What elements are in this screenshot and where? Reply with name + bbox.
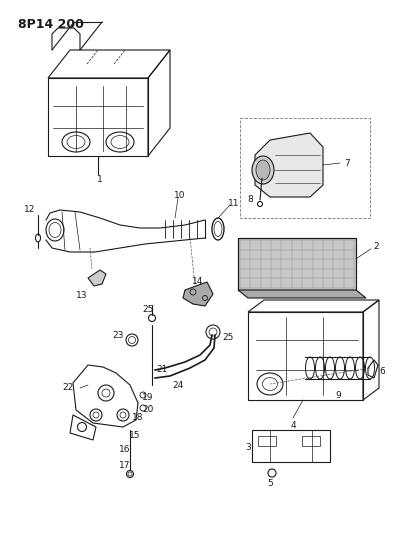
Bar bbox=[238, 238, 356, 290]
Text: 25: 25 bbox=[222, 334, 234, 343]
Text: 20: 20 bbox=[142, 406, 154, 415]
Polygon shape bbox=[183, 282, 213, 306]
Text: 23: 23 bbox=[112, 330, 124, 340]
Text: 24: 24 bbox=[172, 381, 184, 390]
Text: 9: 9 bbox=[335, 392, 341, 400]
Text: 3: 3 bbox=[245, 443, 251, 453]
Text: 21: 21 bbox=[156, 366, 168, 375]
Text: 7: 7 bbox=[344, 158, 350, 167]
Text: 16: 16 bbox=[119, 446, 131, 455]
Bar bbox=[258, 436, 276, 446]
Text: 19: 19 bbox=[142, 393, 154, 402]
Bar bbox=[252, 430, 330, 462]
Polygon shape bbox=[88, 270, 106, 286]
Text: 12: 12 bbox=[24, 206, 36, 214]
Text: 4: 4 bbox=[290, 421, 296, 430]
Text: 25: 25 bbox=[142, 305, 154, 314]
Text: 17: 17 bbox=[119, 461, 131, 470]
Text: 1: 1 bbox=[97, 175, 103, 184]
Text: 13: 13 bbox=[76, 290, 88, 300]
Polygon shape bbox=[255, 133, 323, 197]
Text: 14: 14 bbox=[192, 278, 204, 287]
Text: 15: 15 bbox=[129, 431, 141, 440]
Polygon shape bbox=[238, 290, 366, 298]
Text: 2: 2 bbox=[373, 243, 379, 251]
Bar bbox=[240, 118, 370, 218]
Text: 10: 10 bbox=[174, 190, 186, 199]
Text: 6: 6 bbox=[379, 367, 385, 376]
Ellipse shape bbox=[256, 160, 270, 180]
Text: 11: 11 bbox=[228, 198, 240, 207]
Text: 18: 18 bbox=[132, 414, 144, 423]
Bar bbox=[48, 78, 148, 156]
Bar bbox=[248, 312, 363, 400]
Text: 5: 5 bbox=[267, 480, 273, 489]
Bar bbox=[302, 436, 320, 446]
Text: 22: 22 bbox=[62, 384, 74, 392]
Text: 8: 8 bbox=[247, 196, 253, 205]
Ellipse shape bbox=[252, 156, 274, 184]
Bar bbox=[238, 238, 356, 290]
Text: 8P14 200: 8P14 200 bbox=[18, 18, 84, 31]
